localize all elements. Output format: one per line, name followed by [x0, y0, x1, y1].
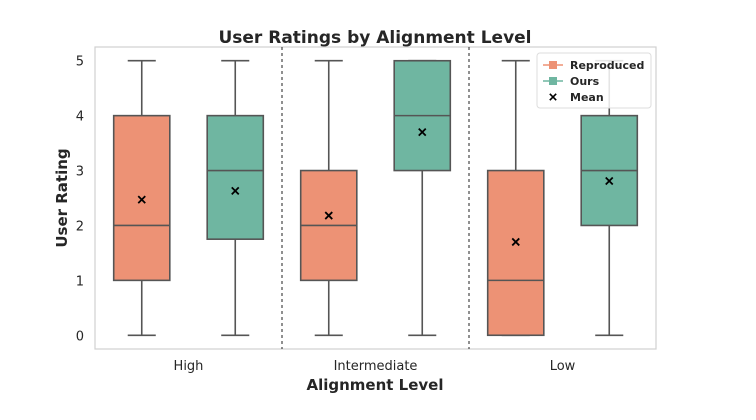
chart-title: User Ratings by Alignment Level: [218, 28, 531, 48]
iqr-box: [486, 169, 545, 337]
y-tick-label: 0: [76, 329, 84, 344]
y-tick-label: 4: [76, 110, 84, 125]
plot-area: [94, 46, 657, 350]
mean-marker: [605, 176, 614, 186]
x-tick-label: High: [174, 359, 204, 374]
x-tick-label: Intermediate: [334, 359, 418, 374]
mean-marker: [137, 195, 146, 204]
box-ours-intermediate: [393, 59, 452, 337]
iqr-box: [112, 114, 171, 282]
y-tick-label: 5: [76, 55, 84, 70]
y-axis-ticks: 0 1 2 3 4 5: [76, 55, 84, 345]
legend: Reproduced Ours Mean: [536, 52, 652, 109]
box-reproduced-low: [486, 59, 545, 337]
x-tick-label: Low: [550, 359, 576, 374]
legend-item-mean: Mean: [549, 91, 604, 104]
mean-marker: [231, 186, 240, 195]
legend-box: [536, 52, 652, 109]
y-tick-label: 1: [76, 274, 84, 289]
boxes-layer: [112, 59, 639, 337]
y-axis-label: User Rating: [53, 148, 71, 247]
box-reproduced-high: [112, 59, 171, 337]
group-separators: [281, 47, 470, 349]
mean-marker: [324, 211, 333, 220]
box-ours-low: [580, 59, 639, 337]
mean-marker: [511, 237, 520, 247]
mean-marker: [418, 127, 427, 137]
iqr-box: [206, 114, 265, 240]
box-reproduced-intermediate: [299, 59, 358, 337]
y-tick-label: 2: [76, 219, 84, 234]
x-axis-ticks: High Intermediate Low: [174, 359, 576, 374]
box-ours-high: [206, 59, 265, 337]
legend-label: Ours: [570, 75, 600, 88]
legend-label: Reproduced: [570, 59, 644, 72]
legend-label: Mean: [570, 91, 604, 104]
x-axis-label: Alignment Level: [306, 376, 443, 394]
legend-item-ours: Ours: [543, 75, 600, 88]
legend-item-reproduced: Reproduced: [543, 59, 644, 72]
y-tick-label: 3: [76, 165, 84, 180]
